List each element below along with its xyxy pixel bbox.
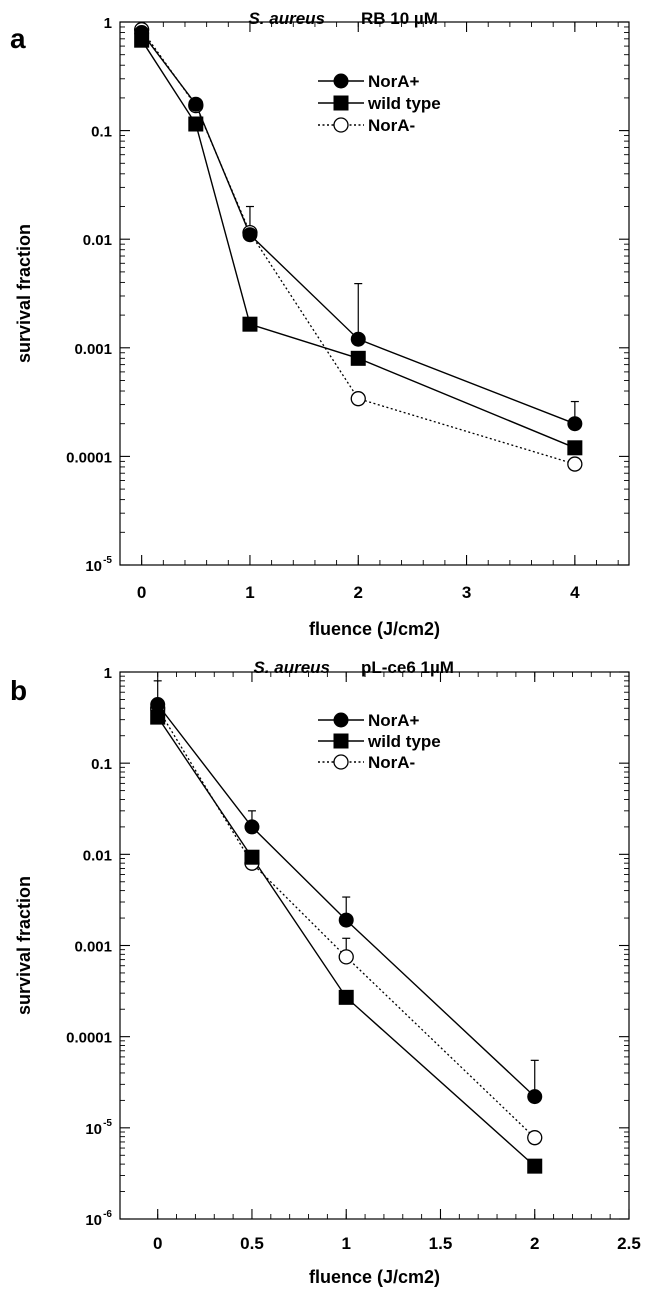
legend-marker bbox=[333, 73, 349, 89]
data-point bbox=[567, 416, 583, 432]
y-tick-label: 1 bbox=[104, 665, 112, 682]
legend-label: NorA+ bbox=[368, 72, 420, 91]
panel-label: a bbox=[10, 23, 26, 54]
series-wild-type bbox=[141, 39, 576, 449]
x-tick-label: 3 bbox=[462, 583, 471, 602]
y-tick-label: 0.0001 bbox=[66, 449, 112, 466]
y-tick-label: 0.001 bbox=[74, 341, 112, 358]
y-tick-label: 0.001 bbox=[74, 939, 112, 956]
legend-marker bbox=[333, 712, 349, 728]
data-point bbox=[338, 912, 354, 928]
x-axis-label: fluence (J/cm2) bbox=[309, 619, 440, 639]
legend-label: NorA+ bbox=[368, 711, 420, 730]
series-nora- bbox=[157, 704, 536, 1098]
data-point bbox=[188, 96, 204, 112]
plot-frame bbox=[119, 21, 630, 566]
legend-label: NorA- bbox=[368, 753, 415, 772]
x-tick-label: 0.5 bbox=[240, 1234, 264, 1253]
x-tick-label: 4 bbox=[570, 583, 580, 602]
series-line bbox=[141, 39, 576, 449]
legend-label: wild type bbox=[367, 732, 441, 751]
series-line bbox=[157, 707, 536, 1139]
legend: NorA+ wild type NorA- bbox=[318, 711, 441, 772]
legend-label: wild type bbox=[367, 94, 441, 113]
chart-title-suffix: RB 10 µM bbox=[361, 9, 438, 28]
data-point bbox=[242, 316, 258, 332]
data-point bbox=[527, 1089, 543, 1105]
y-tick-label-exponent: -5 bbox=[103, 555, 112, 566]
data-point bbox=[134, 25, 150, 41]
x-axis-label: fluence (J/cm2) bbox=[309, 1267, 440, 1287]
series-nora- bbox=[157, 707, 536, 1139]
data-point bbox=[338, 949, 354, 965]
data-point bbox=[567, 440, 583, 456]
data-point bbox=[350, 350, 366, 366]
chart-title: S. aureus bbox=[248, 9, 325, 28]
x-tick-label: 1 bbox=[245, 583, 254, 602]
x-tick-label: 2 bbox=[354, 583, 363, 602]
y-tick-label: 0.01 bbox=[83, 232, 112, 249]
data-point bbox=[527, 1130, 543, 1146]
y-tick-label: 1 bbox=[104, 15, 112, 32]
y-axis-label: survival fraction bbox=[14, 224, 34, 363]
x-tick-label: 2.5 bbox=[617, 1234, 641, 1253]
data-point bbox=[150, 709, 166, 725]
y-tick-label: 10 bbox=[85, 1121, 102, 1138]
series-line bbox=[157, 704, 536, 1098]
y-tick-label: 10 bbox=[85, 1212, 102, 1229]
y-tick-label: 10 bbox=[85, 558, 102, 575]
x-tick-label: 0 bbox=[137, 583, 146, 602]
y-tick-label: 0.1 bbox=[91, 756, 112, 773]
data-point bbox=[350, 391, 366, 407]
x-tick-label: 0 bbox=[153, 1234, 162, 1253]
data-point bbox=[350, 331, 366, 347]
data-point bbox=[567, 456, 583, 472]
data-point bbox=[244, 849, 260, 865]
y-axis-label: survival fraction bbox=[14, 876, 34, 1015]
legend-marker bbox=[333, 117, 349, 133]
x-tick-label: 2 bbox=[530, 1234, 539, 1253]
legend-marker bbox=[333, 754, 349, 770]
data-point bbox=[527, 1158, 543, 1174]
chart-title: S. aureus bbox=[253, 658, 330, 677]
series-line bbox=[157, 716, 536, 1167]
legend-marker bbox=[333, 95, 349, 111]
x-tick-label: 1 bbox=[341, 1234, 350, 1253]
y-tick-label-exponent: -5 bbox=[103, 1118, 112, 1129]
legend-marker bbox=[333, 733, 349, 749]
data-point bbox=[244, 819, 260, 835]
y-tick-label: 0.0001 bbox=[66, 1030, 112, 1047]
legend: NorA+ wild type NorA- bbox=[318, 72, 441, 135]
data-point bbox=[242, 227, 258, 243]
y-tick-label: 0.1 bbox=[91, 124, 112, 141]
data-point bbox=[150, 697, 166, 713]
panel-label: b bbox=[10, 675, 27, 706]
y-tick-label-exponent: -6 bbox=[103, 1209, 112, 1220]
legend-label: NorA- bbox=[368, 116, 415, 135]
y-tick-label: 0.01 bbox=[83, 847, 112, 864]
data-point bbox=[338, 989, 354, 1005]
series-wild-type bbox=[157, 716, 536, 1167]
x-tick-label: 1.5 bbox=[429, 1234, 453, 1253]
data-point bbox=[188, 116, 204, 132]
